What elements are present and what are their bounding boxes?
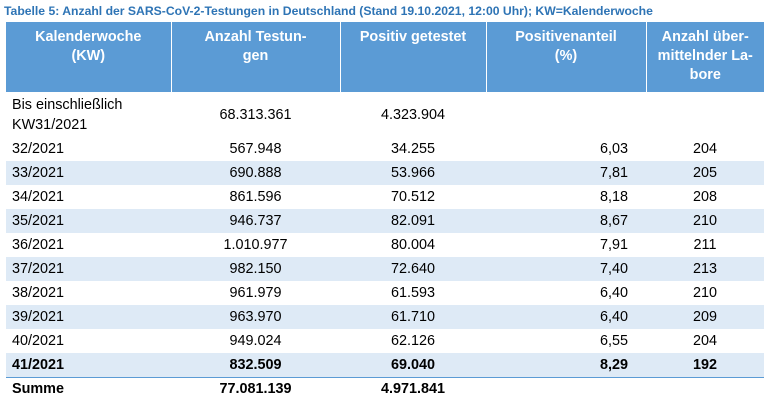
- header-labs: Anzahl über- mittelnder La- bore: [646, 22, 764, 92]
- cell-kw: 35/2021: [6, 209, 171, 233]
- cell-labs: 210: [692, 285, 717, 301]
- cell-kw: 37/2021: [6, 257, 171, 281]
- table-row-sum: Summe 77.081.139 4.971.841: [6, 376, 764, 401]
- cell-positive: 53.966: [340, 161, 486, 185]
- header-positive-line: Positiv getestet: [359, 29, 467, 45]
- cell-positive: 70.512: [390, 189, 435, 205]
- testing-table: Kalenderwoche (KW) Anzahl Testun- gen Po…: [6, 22, 764, 401]
- cell-tests: 963.970: [171, 305, 340, 329]
- header-share-line: Positivenanteil: [515, 29, 617, 45]
- cell-positive: 61.593: [390, 285, 435, 301]
- cell-share: 7,40: [486, 257, 646, 281]
- cell-tests: 961.979: [229, 285, 282, 301]
- cell-tests: 567.948: [229, 141, 282, 157]
- cell-labs: [646, 92, 764, 137]
- table-row: 35/2021 946.737 82.091 8,67 210: [6, 209, 764, 233]
- cell-tests: 690.888: [171, 161, 340, 185]
- cell-share: 8,29: [486, 353, 646, 377]
- cell-tests: 68.313.361: [219, 106, 292, 123]
- table-body: Bis einschließlich KW31/2021 68.313.361 …: [6, 92, 764, 401]
- cell-labs: 192: [646, 353, 764, 377]
- cell-labs: 210: [646, 209, 764, 233]
- table-row-latest: 41/2021 832.509 69.040 8,29 192: [6, 353, 764, 377]
- cell-kw: 38/2021: [12, 285, 65, 301]
- cell-positive: 69.040: [340, 353, 486, 377]
- header-tests-line: Anzahl Testun-: [204, 29, 307, 45]
- table-row: 39/2021 963.970 61.710 6,40 209: [6, 305, 764, 329]
- table-row: 32/2021 567.948 34.255 6,03 204: [6, 137, 764, 161]
- cell-tests: 946.737: [171, 209, 340, 233]
- header-kw-line: Kalenderwoche: [35, 29, 142, 45]
- table-row-cumulative: Bis einschließlich KW31/2021 68.313.361 …: [6, 92, 764, 137]
- cell-positive: 4.971.841: [340, 376, 486, 401]
- cell-tests: 949.024: [229, 333, 282, 349]
- cell-labs: 208: [692, 189, 717, 205]
- cell-labs: 209: [646, 305, 764, 329]
- table-row: 34/2021 861.596 70.512 8,18 208: [6, 185, 764, 209]
- cell-share: 8,18: [599, 189, 628, 205]
- cell-labs: 204: [692, 141, 717, 157]
- cell-tests: 861.596: [229, 189, 282, 205]
- cell-kw: 34/2021: [12, 189, 65, 205]
- cell-positive: 34.255: [390, 141, 435, 157]
- cell-share: 6,40: [599, 285, 628, 301]
- header-share-line: (%): [554, 48, 578, 64]
- header-share: Positivenanteil (%): [486, 22, 647, 92]
- cell-kw: 33/2021: [6, 161, 171, 185]
- table-row: 38/2021 961.979 61.593 6,40 210: [6, 281, 764, 305]
- cell-tests: 77.081.139: [171, 376, 340, 401]
- table-row: 40/2021 949.024 62.126 6,55 204: [6, 329, 764, 353]
- cell-tests: 982.150: [171, 257, 340, 281]
- header-positive: Positiv getestet: [340, 22, 487, 92]
- cell-share: 6,55: [599, 333, 628, 349]
- table-caption: Tabelle 5: Anzahl der SARS-CoV-2-Testung…: [4, 4, 653, 18]
- cell-kw: Summe: [6, 376, 171, 401]
- header-tests: Anzahl Testun- gen: [171, 22, 341, 92]
- table-row: 36/2021 1.010.977 80.004 7,91 211: [6, 233, 764, 257]
- cell-positive: 72.640: [340, 257, 486, 281]
- cell-share: 7,91: [599, 237, 628, 253]
- cell-kw: Bis einschließlich KW31/2021: [12, 96, 123, 133]
- cell-labs: 205: [646, 161, 764, 185]
- cell-labs: [646, 376, 764, 401]
- header-kw: Kalenderwoche (KW): [6, 22, 172, 92]
- header-labs-line: Anzahl über-: [661, 29, 749, 45]
- cell-tests: 832.509: [171, 353, 340, 377]
- table-row: 33/2021 690.888 53.966 7,81 205: [6, 161, 764, 185]
- cell-kw: 39/2021: [6, 305, 171, 329]
- cell-labs: 211: [693, 237, 717, 253]
- cell-positive: 82.091: [340, 209, 486, 233]
- table-header: Kalenderwoche (KW) Anzahl Testun- gen Po…: [6, 22, 764, 92]
- header-kw-line: (KW): [71, 48, 106, 64]
- cell-positive: 61.710: [340, 305, 486, 329]
- cell-kw: 41/2021: [6, 353, 171, 377]
- cell-share: 7,81: [486, 161, 646, 185]
- cell-share: 6,03: [599, 141, 628, 157]
- cell-kw: 32/2021: [12, 141, 65, 157]
- cell-positive: 4.323.904: [380, 106, 446, 123]
- cell-share: [486, 376, 646, 401]
- table-row: 37/2021 982.150 72.640 7,40 213: [6, 257, 764, 281]
- cell-positive: 62.126: [390, 333, 435, 349]
- cell-positive: 80.004: [390, 237, 435, 253]
- header-labs-line: bore: [689, 67, 721, 83]
- header-labs-line: mittelnder La-: [657, 48, 753, 64]
- cell-share: 8,67: [486, 209, 646, 233]
- cell-kw: 36/2021: [12, 237, 65, 253]
- cell-kw: 40/2021: [12, 333, 65, 349]
- cell-tests: 1.010.977: [223, 237, 288, 253]
- cell-share: [486, 92, 646, 137]
- header-tests-line: gen: [242, 48, 269, 64]
- cell-labs: 213: [646, 257, 764, 281]
- cell-share: 6,40: [486, 305, 646, 329]
- header-row: Kalenderwoche (KW) Anzahl Testun- gen Po…: [6, 22, 764, 92]
- cell-labs: 204: [692, 333, 717, 349]
